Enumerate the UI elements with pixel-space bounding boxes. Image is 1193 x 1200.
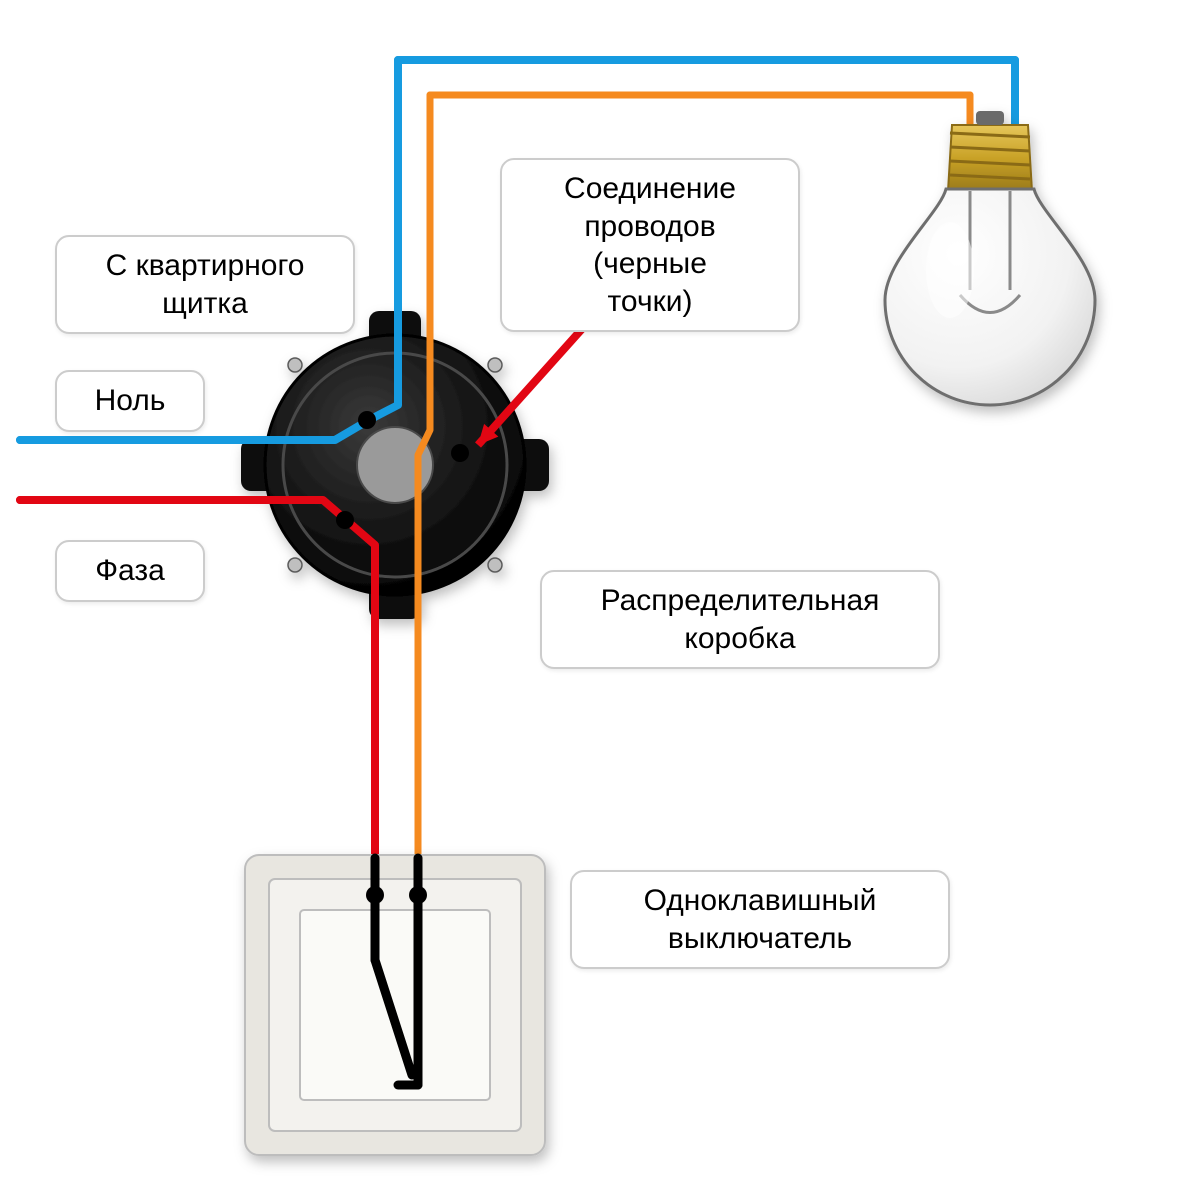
label-text: С квартирного щитка [106, 249, 305, 320]
label-junction-box: Распределительная коробка [540, 570, 940, 669]
pointer-arrow [478, 320, 590, 445]
light-switch [245, 855, 545, 1155]
label-panel: С квартирного щитка [55, 235, 355, 334]
label-text: Одноклавишный выключатель [644, 884, 877, 955]
label-phase: Фаза [55, 540, 205, 602]
label-connection: Соединение проводов (черные точки) [500, 158, 800, 332]
connection-dots [336, 411, 469, 529]
light-bulb-icon [885, 111, 1095, 405]
label-switch: Одноклавишный выключатель [570, 870, 950, 969]
label-text: Фаза [95, 554, 165, 587]
label-text: Распределительная коробка [601, 584, 880, 655]
label-text: Соединение проводов (черные точки) [564, 172, 736, 318]
label-text: Ноль [95, 384, 166, 417]
junction-box [241, 311, 549, 619]
label-neutral: Ноль [55, 370, 205, 432]
